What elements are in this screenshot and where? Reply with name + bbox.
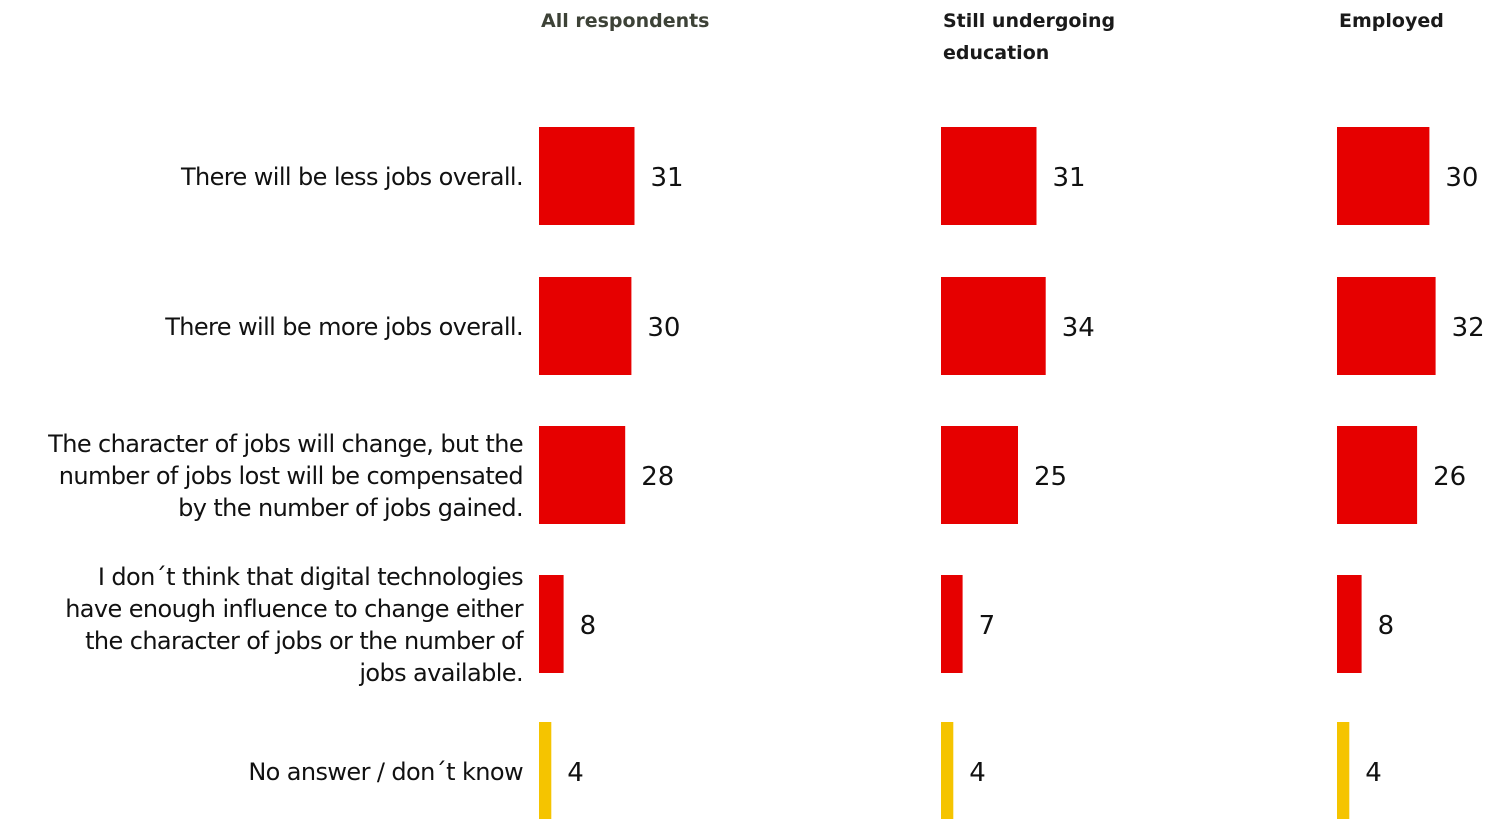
category-label: There will be more jobs overall. (164, 313, 523, 341)
bar (941, 127, 1037, 225)
bar (1337, 575, 1362, 673)
value-label: 8 (580, 611, 597, 641)
category-label: The character of jobs will change, but t… (47, 430, 523, 458)
group-header: education (943, 42, 1049, 64)
bar (539, 426, 626, 524)
value-label: 7 (979, 611, 996, 641)
value-label: 4 (969, 758, 986, 788)
category-label: number of jobs lost will be compensated (59, 462, 523, 490)
value-label: 32 (1452, 313, 1485, 343)
no-answer-bar (1337, 722, 1350, 819)
bar (1337, 127, 1430, 225)
value-labels: 31 30 28 8 4 31 34 25 7 4 30 32 26 8 4 (567, 163, 1484, 788)
value-label: 31 (651, 163, 684, 193)
group-header: Employed (1339, 10, 1444, 32)
value-label: 34 (1062, 313, 1095, 343)
bar (941, 575, 963, 673)
group-header: Still undergoing (943, 10, 1115, 32)
value-label: 4 (567, 758, 584, 788)
bar (539, 277, 632, 375)
value-label: 26 (1433, 462, 1466, 492)
category-labels: There will be less jobs overall. There wi… (47, 163, 525, 786)
bar (941, 277, 1046, 375)
bar (941, 426, 1018, 524)
category-label: No answer / don´t know (248, 758, 523, 786)
value-label: 28 (641, 462, 674, 492)
bar (539, 575, 564, 673)
value-label: 8 (1378, 611, 1395, 641)
value-label: 30 (647, 313, 680, 343)
category-label: by the number of jobs gained. (178, 494, 523, 522)
bar (1337, 426, 1418, 524)
value-label: 30 (1445, 163, 1478, 193)
group-headers: All respondents Still undergoing education… (541, 10, 1444, 64)
no-answer-bar (941, 722, 954, 819)
value-label: 25 (1034, 462, 1067, 492)
bar (539, 127, 635, 225)
category-label: have enough influence to change either (65, 595, 524, 623)
category-label: There will be less jobs overall. (180, 163, 523, 191)
value-label: 4 (1365, 758, 1382, 788)
bars (539, 127, 1436, 819)
category-label: jobs available. (358, 659, 523, 687)
value-label: 31 (1053, 163, 1086, 193)
group-header: All respondents (541, 10, 710, 32)
category-label: the character of jobs or the number of (85, 627, 524, 655)
bar (1337, 277, 1436, 375)
category-label: I don´t think that digital technologies (98, 563, 523, 591)
no-answer-bar (539, 722, 552, 819)
